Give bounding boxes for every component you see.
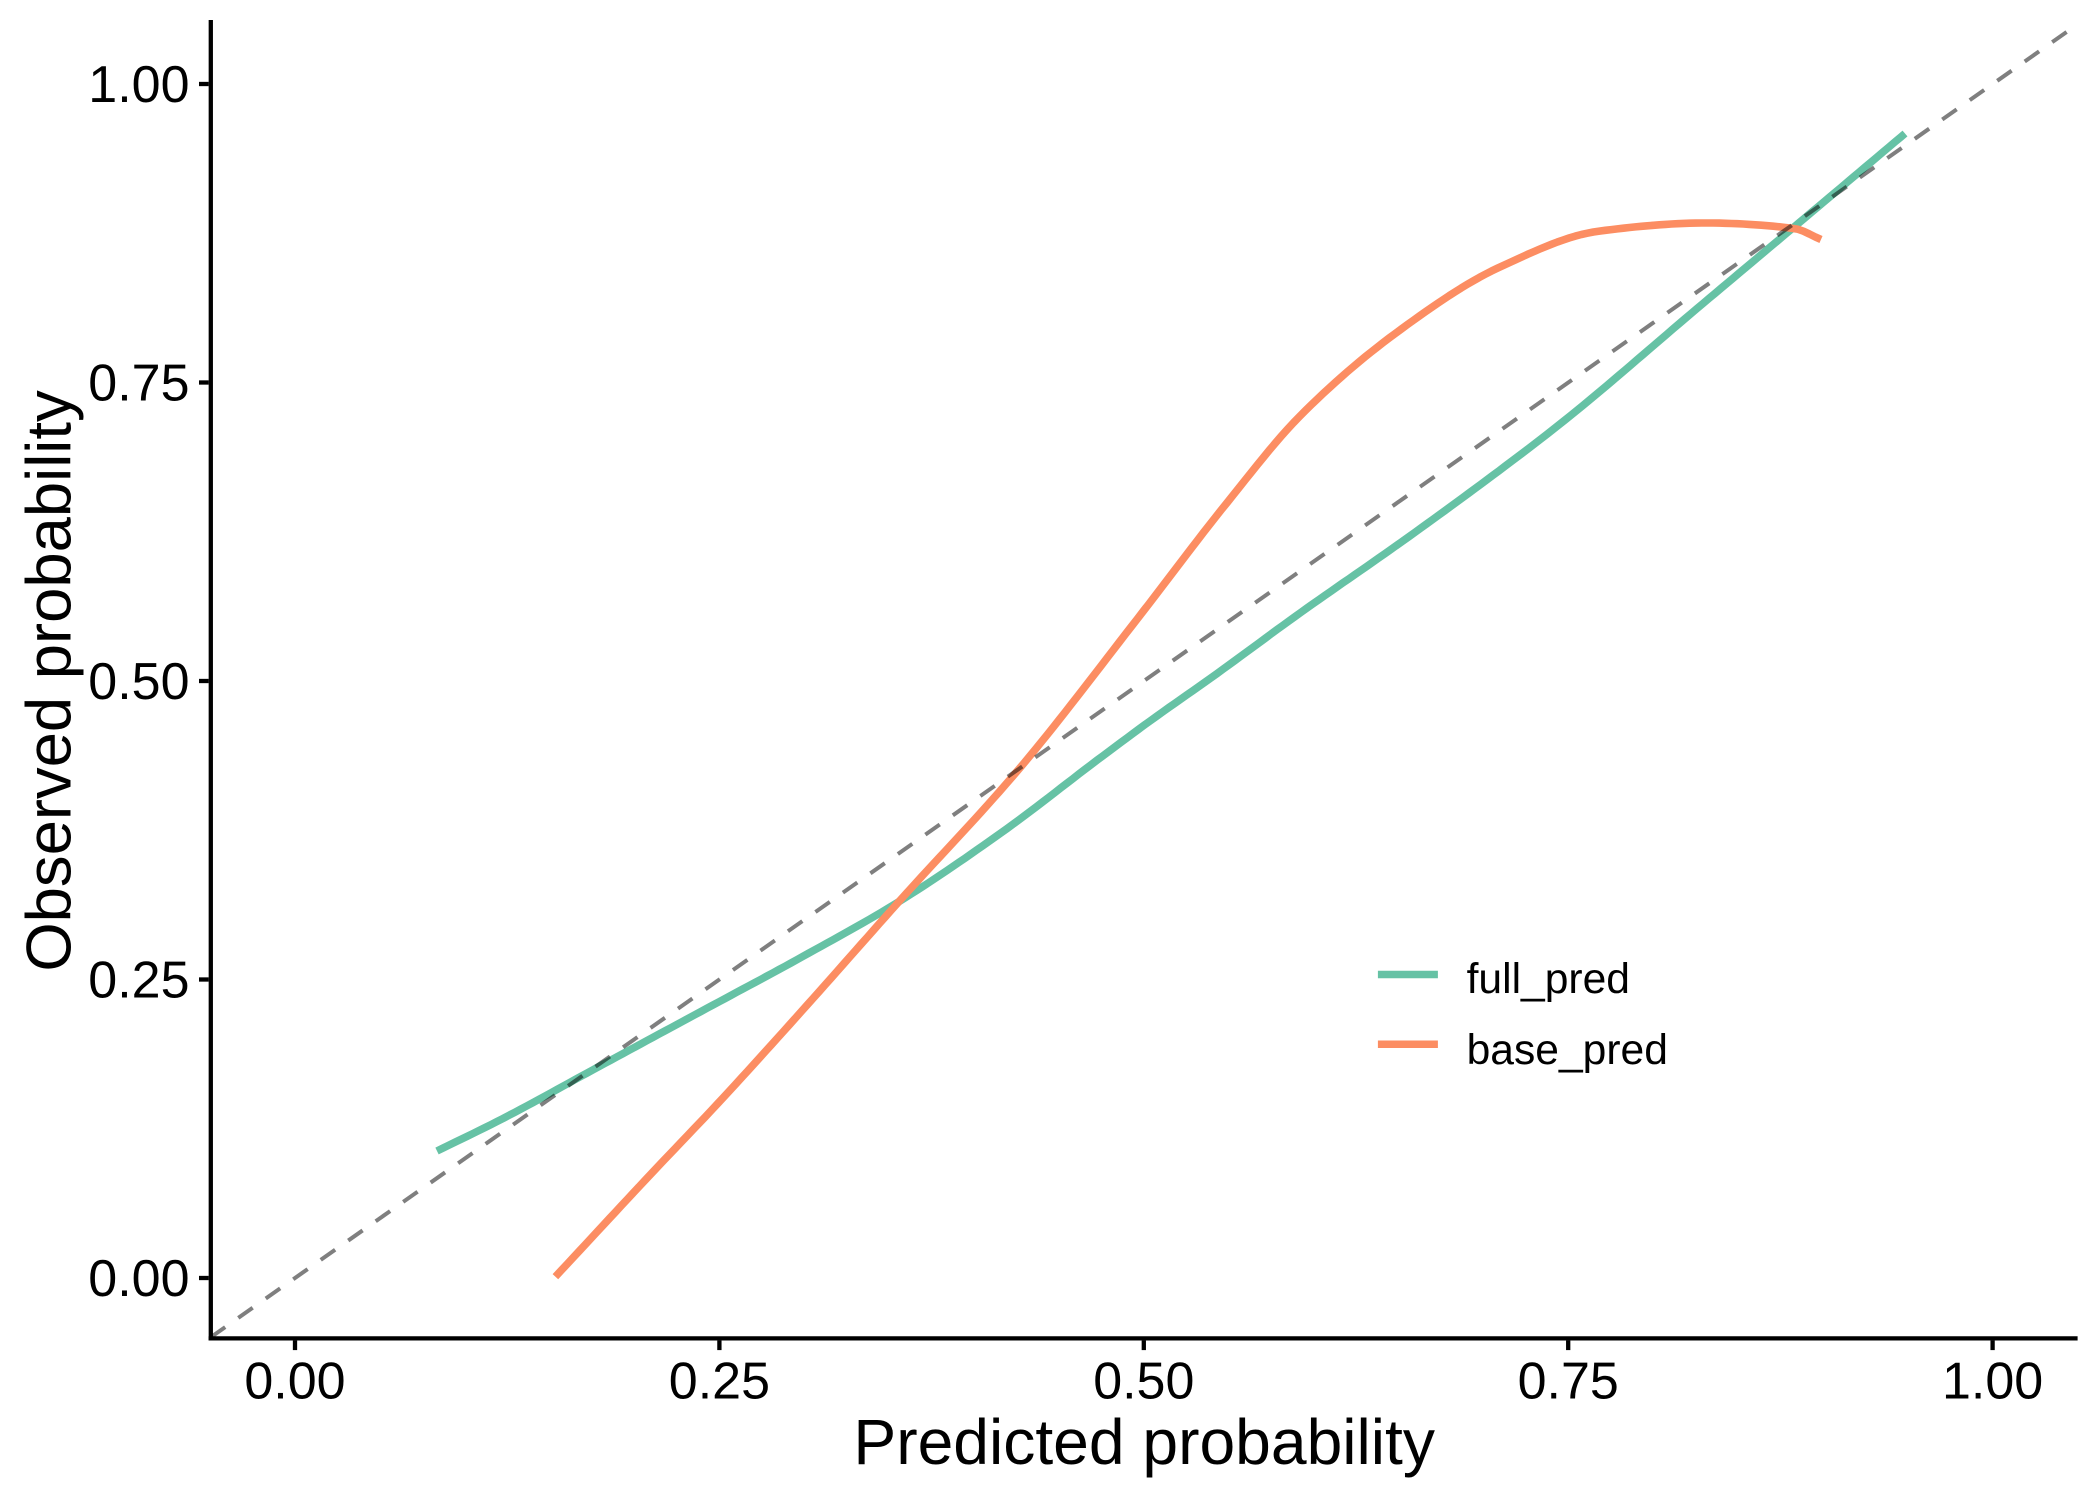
svg-text:0.25: 0.25 — [88, 952, 189, 1010]
svg-text:1.00: 1.00 — [88, 56, 189, 114]
svg-text:1.00: 1.00 — [1942, 1352, 2043, 1410]
svg-text:0.50: 0.50 — [88, 653, 189, 711]
svg-text:full_pred: full_pred — [1467, 955, 1630, 1003]
svg-text:0.00: 0.00 — [88, 1250, 189, 1308]
svg-text:0.25: 0.25 — [669, 1352, 770, 1410]
svg-text:0.75: 0.75 — [1518, 1352, 1619, 1410]
svg-text:base_pred: base_pred — [1467, 1026, 1668, 1074]
svg-text:0.75: 0.75 — [88, 355, 189, 413]
svg-text:0.00: 0.00 — [244, 1352, 345, 1410]
svg-text:Observed probability: Observed probability — [15, 390, 85, 972]
svg-text:Predicted probability: Predicted probability — [853, 1406, 1435, 1478]
svg-text:0.50: 0.50 — [1093, 1352, 1194, 1410]
